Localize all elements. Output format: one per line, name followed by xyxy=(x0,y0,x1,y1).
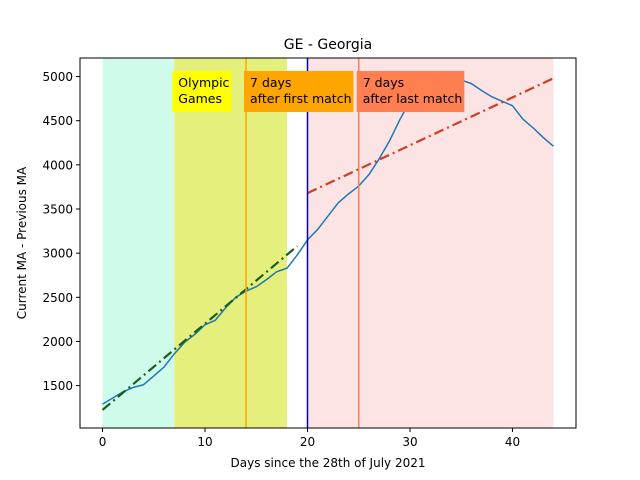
y-tick-label: 4500 xyxy=(42,114,73,128)
y-tick-label: 1500 xyxy=(42,379,73,393)
y-tick-label: 3000 xyxy=(42,247,73,261)
annotation-box xyxy=(172,71,232,112)
shaded-regions xyxy=(102,58,554,428)
shaded-region-3 xyxy=(307,58,554,428)
annotation-text: after first match xyxy=(250,91,351,106)
y-axis-ticks: 1500 2000 2500 3000 3500 4000 4500 5000 xyxy=(42,70,80,393)
x-axis-label: Days since the 28th of July 2021 xyxy=(231,456,426,470)
y-tick-label: 4000 xyxy=(42,158,73,172)
shaded-region-2 xyxy=(174,58,288,428)
y-tick-label: 2500 xyxy=(42,291,73,305)
x-tick-label: 10 xyxy=(197,435,212,449)
annotation-text: 7 days xyxy=(363,75,404,90)
annotation-text: 7 days xyxy=(250,75,291,90)
series-layer xyxy=(101,77,554,411)
annotation-text: Games xyxy=(178,91,222,106)
series-line-1 xyxy=(102,79,554,405)
series-line-2 xyxy=(101,245,298,411)
series-line-3 xyxy=(307,77,554,195)
x-tick-label: 30 xyxy=(402,435,417,449)
chart-title: GE - Georgia xyxy=(284,37,373,53)
x-tick-label: 40 xyxy=(505,435,520,449)
y-tick-label: 2000 xyxy=(42,335,73,349)
x-tick-label: 0 xyxy=(99,435,107,449)
x-tick-label: 20 xyxy=(300,435,315,449)
y-tick-label: 5000 xyxy=(42,70,73,84)
plot-frame xyxy=(79,57,577,429)
x-axis-ticks: 0 10 20 30 40 xyxy=(99,428,520,449)
annotation-text: Olympic xyxy=(178,75,229,90)
annotation-text: after last match xyxy=(363,91,463,106)
annotation-box xyxy=(356,71,465,112)
y-axis-label: Current MA - Previous MA xyxy=(15,166,29,319)
annotation-box xyxy=(244,71,354,112)
vertical-markers xyxy=(245,58,360,428)
shaded-region-1 xyxy=(102,58,175,428)
y-tick-label: 3500 xyxy=(42,203,73,217)
